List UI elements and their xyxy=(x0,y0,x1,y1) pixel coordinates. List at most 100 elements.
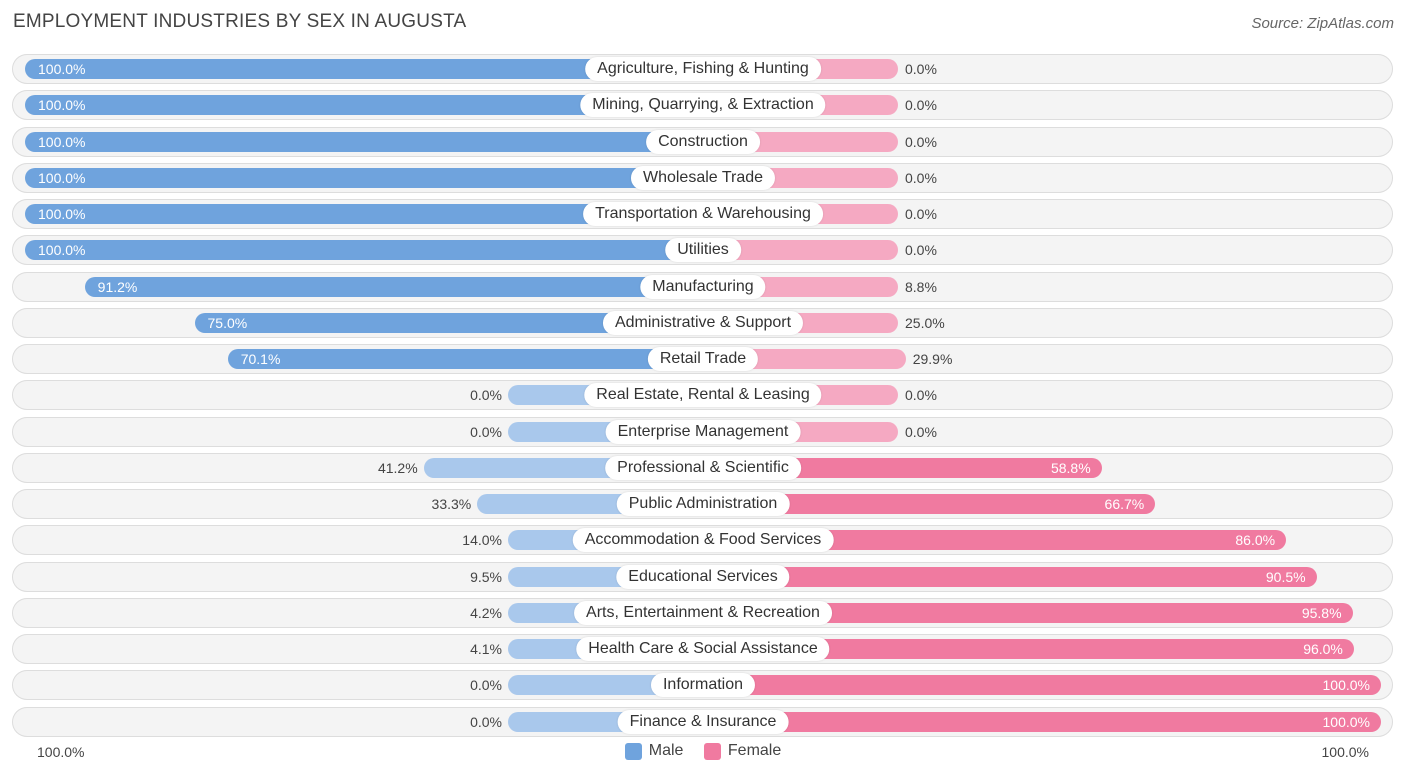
value-label-male: 91.2% xyxy=(97,278,138,295)
category-label: Real Estate, Rental & Leasing xyxy=(584,383,822,408)
value-label-male: 0.0% xyxy=(470,423,502,440)
bar-male[interactable] xyxy=(84,276,703,297)
category-label: Utilities xyxy=(665,238,741,263)
value-label-female: 25.0% xyxy=(905,314,945,331)
chart-row: 100.0% 0.0% Agriculture, Fishing & Hunting xyxy=(12,54,1393,84)
value-label-male: 100.0% xyxy=(38,133,86,150)
value-label-male: 4.2% xyxy=(470,604,502,621)
value-label-female: 0.0% xyxy=(905,97,937,114)
chart-row: 70.1% 29.9% Retail Trade xyxy=(12,344,1393,374)
bar-male[interactable] xyxy=(25,167,703,188)
value-label-female: 66.7% xyxy=(1104,496,1145,512)
chart-row: 91.2% 8.8% Manufacturing xyxy=(12,271,1393,302)
value-label-male: 70.1% xyxy=(240,351,281,367)
value-label-female: 95.8% xyxy=(1301,604,1342,621)
value-label-female: 29.9% xyxy=(912,351,953,367)
chart-row: 41.2% 58.8% Professional & Scientific xyxy=(12,452,1393,483)
value-label-female: 100.0% xyxy=(1322,677,1370,694)
bar-male[interactable] xyxy=(227,349,703,369)
bar-female[interactable] xyxy=(703,494,1156,514)
bar-male[interactable] xyxy=(25,240,703,261)
legend-swatch-male xyxy=(624,742,642,760)
category-label: Educational Services xyxy=(616,564,790,589)
value-label-male: 0.0% xyxy=(470,387,502,404)
category-label: Arts, Entertainment & Recreation xyxy=(574,600,832,625)
value-label-male: 33.3% xyxy=(431,496,472,512)
source-label: Source: ZipAtlas.com xyxy=(1251,15,1394,32)
category-label: Manufacturing xyxy=(640,274,766,299)
legend-item-female[interactable]: Female xyxy=(703,742,782,760)
chart-row: 75.0% 25.0% Administrative & Support xyxy=(12,307,1393,338)
chart-row: 14.0% 86.0% Accommodation & Food Services xyxy=(12,525,1393,556)
bar-male[interactable] xyxy=(194,312,703,333)
value-label-male: 100.0% xyxy=(38,61,86,77)
chart-row: 0.0% 0.0% Enterprise Management xyxy=(12,416,1393,447)
value-label-male: 0.0% xyxy=(470,713,502,730)
chart-row: 9.5% 90.5% Educational Services xyxy=(12,561,1393,592)
bar-female[interactable] xyxy=(703,457,1102,478)
category-label: Administrative & Support xyxy=(602,310,804,335)
category-label: Enterprise Management xyxy=(605,419,801,444)
value-label-female: 0.0% xyxy=(905,133,937,150)
value-label-female: 0.0% xyxy=(905,169,937,186)
value-label-male: 14.0% xyxy=(462,532,502,549)
chart-row: 0.0% 100.0% Information xyxy=(12,670,1393,701)
value-label-male: 0.0% xyxy=(470,677,502,694)
category-label: Accommodation & Food Services xyxy=(572,528,834,553)
value-label-female: 58.8% xyxy=(1050,459,1091,476)
chart-row: 100.0% 0.0% Construction xyxy=(12,126,1393,157)
value-label-male: 9.5% xyxy=(470,568,502,585)
category-label: Construction xyxy=(646,129,760,154)
category-label: Health Care & Social Assistance xyxy=(576,637,830,661)
category-label: Finance & Insurance xyxy=(617,709,789,734)
bar-male[interactable] xyxy=(25,95,703,116)
bar-female[interactable] xyxy=(703,675,1381,696)
bar-female[interactable] xyxy=(703,602,1353,623)
value-label-male: 100.0% xyxy=(38,169,86,186)
category-label: Wholesale Trade xyxy=(630,165,776,190)
legend-swatch-female xyxy=(703,742,721,760)
axis-right-label: 100.0% xyxy=(1321,744,1369,760)
chart-row: 0.0% 100.0% Finance & Insurance xyxy=(12,706,1393,737)
value-label-female: 0.0% xyxy=(905,61,937,77)
value-label-female: 96.0% xyxy=(1303,641,1343,657)
category-label: Agriculture, Fishing & Hunting xyxy=(585,57,821,81)
bar-female[interactable] xyxy=(703,566,1317,587)
bar-male[interactable] xyxy=(25,59,703,79)
category-label: Retail Trade xyxy=(647,347,759,371)
category-label: Transportation & Warehousing xyxy=(583,202,823,226)
value-label-male: 75.0% xyxy=(207,314,248,331)
legend-item-male[interactable]: Male xyxy=(624,742,684,760)
chart-row: 100.0% 0.0% Utilities xyxy=(12,235,1393,266)
category-label: Information xyxy=(650,673,756,698)
value-label-female: 86.0% xyxy=(1235,532,1276,549)
legend-label-male: Male xyxy=(648,742,684,759)
value-label-male: 100.0% xyxy=(38,97,86,114)
value-label-male: 100.0% xyxy=(38,242,86,259)
value-label-female: 8.8% xyxy=(905,278,937,295)
value-label-male: 100.0% xyxy=(38,206,86,222)
value-label-female: 90.5% xyxy=(1265,568,1306,585)
value-label-female: 0.0% xyxy=(905,206,937,222)
value-label-female: 0.0% xyxy=(905,423,937,440)
legend: Male Female xyxy=(0,742,1406,765)
bar-female[interactable] xyxy=(703,240,898,261)
chart-row: 4.2% 95.8% Arts, Entertainment & Recreatio… xyxy=(12,597,1393,628)
legend-label-female: Female xyxy=(727,742,782,759)
chart-row: 100.0% 0.0% Wholesale Trade xyxy=(12,162,1393,193)
chart-row: 100.0% 0.0% Transportation & Warehousing xyxy=(12,199,1393,229)
bar-female[interactable] xyxy=(703,711,1381,732)
bar-female[interactable] xyxy=(703,530,1287,551)
category-label: Mining, Quarrying, & Extraction xyxy=(580,93,826,118)
category-label: Public Administration xyxy=(616,492,790,516)
value-label-male: 4.1% xyxy=(470,641,502,657)
chart-row: 0.0% 0.0% Real Estate, Rental & Leasing xyxy=(12,380,1393,411)
bar-female[interactable] xyxy=(703,639,1354,659)
chart-row: 100.0% 0.0% Mining, Quarrying, & Extractio… xyxy=(12,90,1393,121)
category-label: Professional & Scientific xyxy=(605,455,801,480)
bar-male[interactable] xyxy=(25,131,703,152)
value-label-female: 0.0% xyxy=(905,242,937,259)
bar-male[interactable] xyxy=(25,204,703,224)
chart-title: EMPLOYMENT INDUSTRIES BY SEX IN AUGUSTA xyxy=(13,11,467,32)
